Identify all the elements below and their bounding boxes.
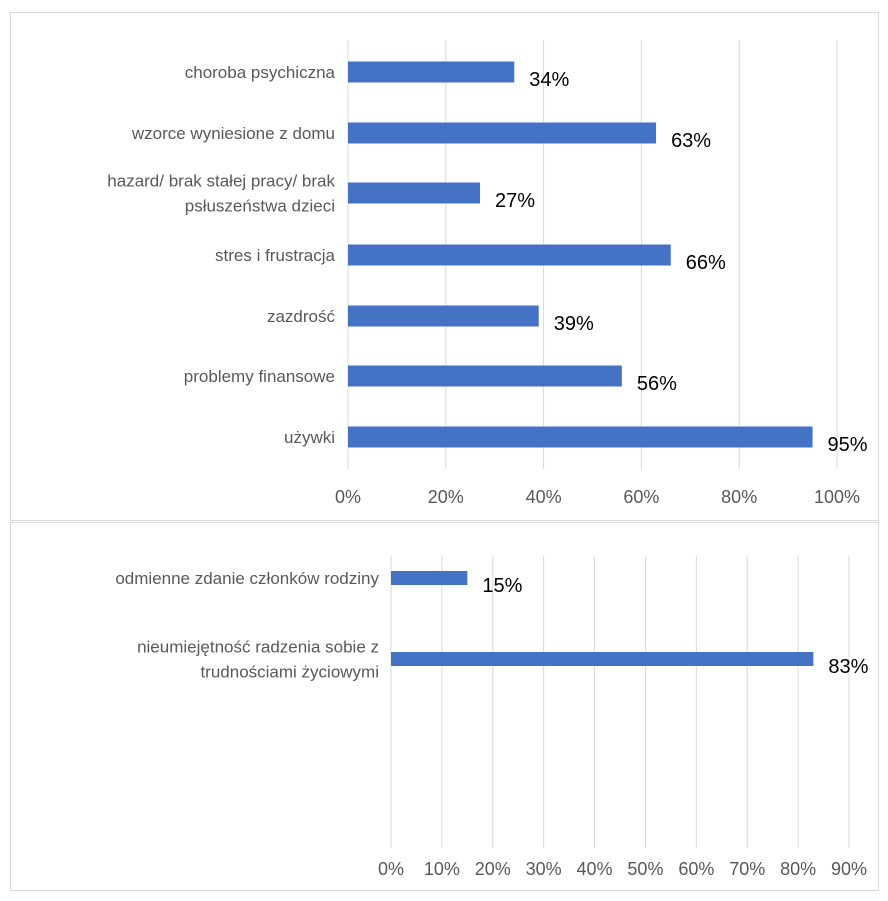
bar bbox=[348, 426, 813, 448]
bar bbox=[391, 652, 814, 666]
data-label: 66% bbox=[686, 252, 726, 274]
data-label: 63% bbox=[671, 130, 711, 152]
category-label: nieumiejętność radzenia sobie z bbox=[137, 638, 379, 657]
x-tick-label: 20% bbox=[428, 487, 464, 507]
x-tick-label: 70% bbox=[729, 859, 765, 879]
chart-1: 0% 20% 40% 60% 80% 100% 34% choroba psychiczna 6… bbox=[107, 40, 868, 507]
x-tick-label: 60% bbox=[623, 487, 659, 507]
bar bbox=[391, 571, 468, 585]
bar bbox=[348, 182, 481, 204]
x-tick-label: 80% bbox=[780, 859, 816, 879]
x-tick-label: 30% bbox=[526, 859, 562, 879]
data-label: 39% bbox=[554, 313, 594, 335]
category-label: hazard/ brak stałej pracy/ brak bbox=[107, 172, 335, 191]
data-label: 95% bbox=[828, 434, 868, 456]
x-tick-label: 80% bbox=[721, 487, 757, 507]
bar bbox=[348, 122, 657, 144]
x-tick-label: 0% bbox=[335, 487, 361, 507]
data-label: 15% bbox=[482, 575, 522, 597]
x-tick-label: 40% bbox=[526, 487, 562, 507]
category-label: trudnościami życiowymi bbox=[200, 663, 379, 682]
bar bbox=[348, 305, 539, 327]
category-label: używki bbox=[284, 428, 335, 447]
bar bbox=[348, 365, 622, 387]
bar bbox=[348, 244, 671, 266]
x-tick-label: 60% bbox=[678, 859, 714, 879]
data-label: 83% bbox=[828, 656, 868, 678]
category-label: odmienne zdanie członków rodziny bbox=[115, 569, 379, 588]
category-label: problemy finansowe bbox=[184, 367, 335, 386]
chart-2: 0% 10% 20% 30% 40% 50% 60% 70% 80% 90% 15% odmienne… bbox=[115, 556, 869, 879]
x-tick-label: 20% bbox=[475, 859, 511, 879]
category-label: wzorce wyniesione z domu bbox=[131, 124, 335, 143]
category-label: stres i frustracja bbox=[215, 246, 336, 265]
data-label: 27% bbox=[495, 190, 535, 212]
x-tick-label: 90% bbox=[831, 859, 867, 879]
category-label: psłuszeństwa dzieci bbox=[185, 197, 335, 216]
x-tick-label: 10% bbox=[424, 859, 460, 879]
x-tick-label: 40% bbox=[577, 859, 613, 879]
x-tick-label: 0% bbox=[378, 859, 404, 879]
x-tick-label: 100% bbox=[814, 487, 860, 507]
x-tick-label: 50% bbox=[627, 859, 663, 879]
data-label: 34% bbox=[529, 69, 569, 91]
category-label: zazdrość bbox=[267, 307, 336, 326]
category-label: choroba psychiczna bbox=[185, 63, 336, 82]
data-label: 56% bbox=[637, 373, 677, 395]
bar bbox=[348, 61, 515, 83]
